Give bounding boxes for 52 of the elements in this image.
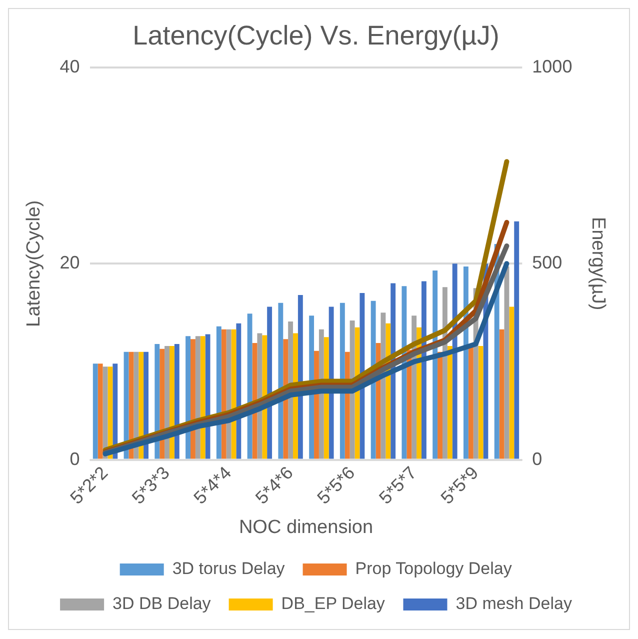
bar	[134, 352, 139, 459]
bar	[509, 306, 514, 459]
bar	[186, 336, 190, 459]
bar	[98, 364, 103, 459]
legend-label: DB_EP Delay	[281, 594, 386, 614]
y2-tick-label: 500	[532, 252, 562, 273]
y-tick-label: 40	[60, 56, 80, 76]
y-axis-title: Latency(Cycle)	[24, 200, 45, 327]
y2-axis-title: Energy(µJ)	[587, 216, 608, 310]
bar	[293, 333, 298, 459]
y2-tick-label: 0	[532, 448, 542, 469]
legend-label: 3D torus Delay	[172, 559, 286, 578]
bar	[169, 346, 174, 459]
bar	[92, 364, 98, 459]
legend-label: 3D DB Delay	[112, 594, 212, 614]
bar	[138, 352, 144, 459]
bar	[236, 323, 242, 459]
bar	[164, 346, 170, 459]
bar	[160, 348, 165, 459]
bar	[128, 352, 134, 459]
bar	[195, 336, 200, 459]
bar	[447, 346, 452, 459]
y-tick-label: 20	[60, 252, 80, 273]
bar	[278, 302, 284, 459]
bar	[267, 306, 272, 459]
bar	[504, 266, 510, 459]
bar	[478, 346, 484, 459]
bar	[144, 352, 148, 459]
bar	[221, 329, 226, 459]
bar	[298, 294, 303, 459]
x-axis-title: NOC dimension	[238, 516, 374, 538]
bar	[226, 329, 232, 459]
bar	[154, 344, 160, 459]
bar	[112, 364, 118, 459]
bar	[190, 339, 196, 459]
bar	[200, 336, 206, 459]
y-tick-label: 0	[70, 448, 80, 469]
legend-label: 3D mesh Delay	[456, 594, 572, 614]
bar	[468, 346, 474, 459]
bar	[328, 306, 334, 459]
legend-label: Prop Topology Delay	[355, 559, 512, 578]
bar	[174, 344, 180, 459]
bar	[340, 302, 345, 459]
bar	[216, 326, 222, 459]
bar	[402, 286, 407, 459]
bar	[438, 352, 442, 459]
bar	[514, 221, 520, 459]
bar	[432, 270, 438, 459]
chart-title: Latency(Cycle) Vs. Energy(µJ)	[132, 20, 500, 51]
y2-tick-label: 1000	[532, 56, 572, 76]
bar	[247, 314, 252, 459]
bar	[499, 329, 504, 459]
